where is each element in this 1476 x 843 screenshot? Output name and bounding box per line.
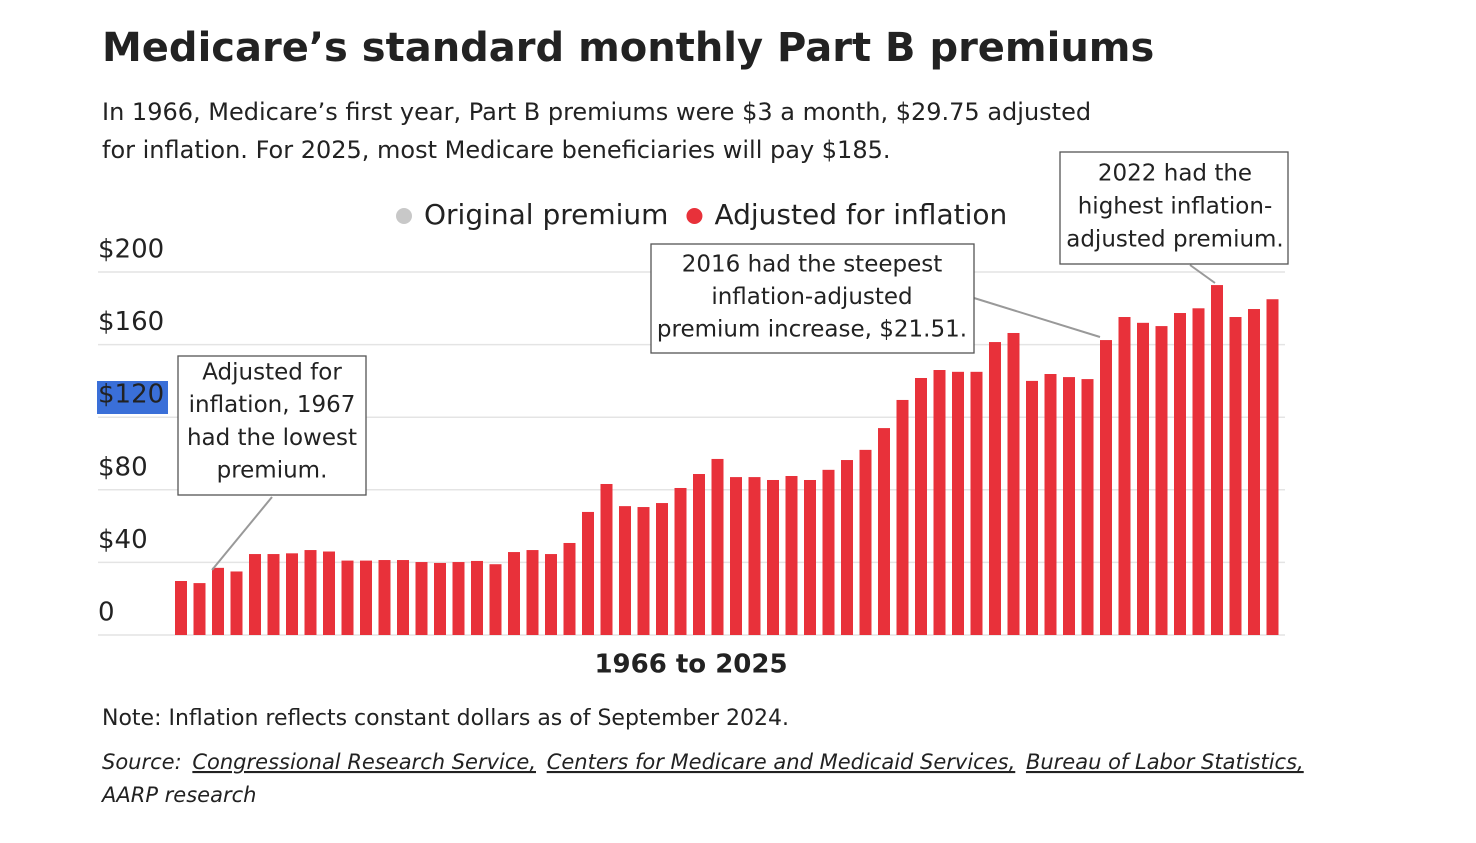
bar [360, 560, 372, 635]
bar [452, 562, 465, 635]
bar [230, 571, 243, 635]
bar [933, 370, 946, 635]
bar [582, 511, 594, 635]
bar [1007, 332, 1020, 635]
bar [878, 428, 890, 635]
bar [489, 564, 502, 635]
bar [656, 503, 668, 635]
bar [637, 507, 650, 635]
bar [619, 506, 631, 635]
note: Note: Inflation reflects constant dollar… [102, 706, 789, 731]
annotation-text: inflation, 1967 [189, 392, 356, 418]
connector [211, 496, 273, 571]
connector [1189, 264, 1216, 284]
subtitle: In 1966, Medicare’s first year, Part B p… [102, 98, 1091, 126]
legend-marker [396, 208, 412, 224]
y-tick-label: $160 [98, 307, 164, 337]
source: Source: Congressional Research Service, … [102, 750, 1304, 774]
bar [415, 562, 428, 635]
source: AARP research [100, 783, 256, 807]
bar [674, 487, 687, 635]
selection-highlight [97, 381, 168, 414]
annotation-box [650, 243, 975, 354]
bar [286, 553, 298, 635]
bar [545, 554, 557, 635]
y-tick-label: $120 [98, 380, 164, 410]
bar [785, 476, 798, 635]
bar [1063, 377, 1075, 635]
bar [1081, 379, 1094, 635]
bar [1137, 322, 1149, 635]
annotation-text: had the lowest [187, 425, 357, 451]
bar [1100, 340, 1112, 635]
bar [175, 581, 187, 635]
annotation-text: premium increase, $21.51. [657, 317, 967, 343]
bar [1044, 374, 1057, 635]
bar [323, 551, 335, 635]
bar [193, 583, 206, 635]
connector [973, 297, 1101, 338]
legend-marker [686, 208, 703, 224]
chart-title: Medicare’s standard monthly Part B premi… [102, 25, 1154, 71]
bar [508, 552, 520, 635]
bar [526, 550, 539, 635]
legend-label: Adjusted for inflation [714, 198, 1007, 231]
bar [1211, 285, 1223, 635]
bar [304, 550, 317, 635]
annotation-text: Adjusted for [202, 360, 342, 386]
bar [952, 371, 964, 635]
subtitle: for inflation. For 2025, most Medicare b… [102, 136, 890, 164]
annotation-text: 2022 had the [1098, 161, 1252, 187]
y-tick-label: 0 [98, 598, 115, 628]
bar [767, 479, 779, 635]
bar [434, 562, 446, 635]
bar [1192, 308, 1205, 635]
source-link[interactable]: Bureau of Labor Statistics, [1026, 750, 1304, 774]
annotation-box [1059, 151, 1289, 265]
source-prefix: Source: [102, 750, 182, 774]
bar [267, 554, 280, 635]
source-link[interactable]: Congressional Research Service, [192, 750, 536, 774]
bar [1229, 317, 1242, 635]
bar [600, 483, 613, 635]
bar [1174, 313, 1186, 635]
annotation-text: adjusted premium. [1066, 227, 1284, 253]
bar [1248, 309, 1260, 635]
bar [711, 458, 724, 635]
bar [822, 469, 835, 635]
x-axis-label: 1966 to 2025 [594, 650, 787, 680]
bar [859, 449, 872, 635]
annotation-text: inflation-adjusted [711, 284, 912, 310]
bar [804, 479, 816, 635]
y-tick-label: $200 [98, 235, 164, 265]
annotation-text: premium. [217, 458, 328, 484]
bar [970, 371, 983, 635]
bar [378, 560, 391, 635]
bar [1266, 299, 1279, 635]
bar [730, 477, 742, 635]
bar [212, 567, 224, 635]
bar [341, 560, 354, 635]
y-tick-label: $40 [98, 525, 148, 555]
bar [989, 342, 1001, 635]
bar [693, 474, 705, 635]
annotation-box [177, 355, 367, 496]
annotation-text: highest inflation- [1078, 194, 1273, 220]
annotation-text: 2016 had the steepest [682, 252, 943, 278]
bar [1026, 380, 1038, 635]
bar [563, 542, 576, 635]
source-link[interactable]: Centers for Medicare and Medicaid Servic… [547, 750, 1016, 774]
bar [896, 399, 909, 635]
bar [249, 554, 261, 635]
bar [397, 560, 409, 635]
bar [748, 477, 761, 635]
legend-label: Original premium [424, 198, 668, 231]
bar [915, 377, 927, 635]
bar [471, 560, 483, 635]
bar [1155, 326, 1168, 635]
bar [841, 460, 853, 635]
bar [1118, 317, 1131, 635]
y-tick-label: $80 [98, 452, 148, 482]
